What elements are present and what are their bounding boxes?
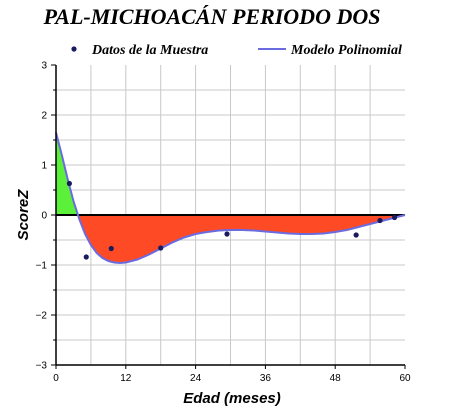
y-tick-label: −2 xyxy=(36,311,48,322)
sample-point xyxy=(83,254,89,260)
sample-point xyxy=(353,232,359,238)
model-curve xyxy=(55,132,406,265)
sample-point xyxy=(377,217,383,224)
x-tick-label: 0 xyxy=(53,373,59,384)
sample-point xyxy=(391,214,398,221)
x-tick-label: 36 xyxy=(260,373,272,384)
legend-label-sample: Datos de la Muestra xyxy=(91,43,208,58)
x-tick-label: 24 xyxy=(190,373,202,384)
chart-title: PAL-MICHOACÁN PERIODO DOS xyxy=(43,4,381,29)
legend: Datos de la Muestra Modelo Polinomial xyxy=(71,43,402,58)
sample-point xyxy=(158,245,164,251)
x-axis-label: Edad (meses) xyxy=(183,390,281,407)
sample-point xyxy=(66,180,72,187)
sample-point xyxy=(108,245,114,252)
x-tick-label: 12 xyxy=(120,373,132,384)
y-tick-label: 3 xyxy=(41,61,47,72)
legend-label-model: Modelo Polinomial xyxy=(290,43,402,58)
y-tick-label: 0 xyxy=(41,211,47,222)
y-tick-label: −3 xyxy=(36,361,48,372)
y-axis-label: ScoreZ xyxy=(15,189,32,241)
sample-point xyxy=(224,231,230,237)
y-tick-label: 2 xyxy=(41,111,47,122)
area-below-zero xyxy=(56,215,405,263)
x-tick-label: 60 xyxy=(399,373,411,384)
x-tick-label: 48 xyxy=(330,373,342,384)
y-tick-label: −1 xyxy=(36,261,48,272)
y-tick-label: 1 xyxy=(41,161,47,172)
legend-marker-sample xyxy=(71,46,77,52)
